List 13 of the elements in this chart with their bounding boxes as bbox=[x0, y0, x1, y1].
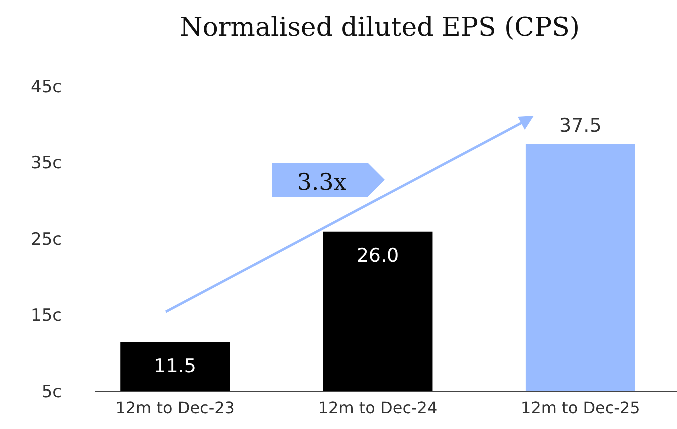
y-tick-label: 15c bbox=[31, 306, 62, 326]
data-label: 37.5 bbox=[560, 115, 602, 138]
y-tick-label: 5c bbox=[42, 382, 62, 402]
annotation: 3.3x bbox=[297, 170, 347, 196]
x-tick-label: 12m to Dec-25 bbox=[521, 398, 640, 418]
chart-title: Normalised diluted EPS (CPS) bbox=[180, 13, 580, 43]
y-tick-label: 25c bbox=[31, 230, 62, 250]
data-label: 26.0 bbox=[356, 244, 400, 267]
x-tick-label: 12m to Dec-24 bbox=[318, 398, 438, 418]
y-tick-label: 45c bbox=[31, 77, 62, 98]
x-tick-label: 12m to Dec-23 bbox=[116, 398, 235, 418]
data-label: 11.5 bbox=[154, 355, 196, 378]
y-tick-label: 35c bbox=[31, 154, 62, 174]
